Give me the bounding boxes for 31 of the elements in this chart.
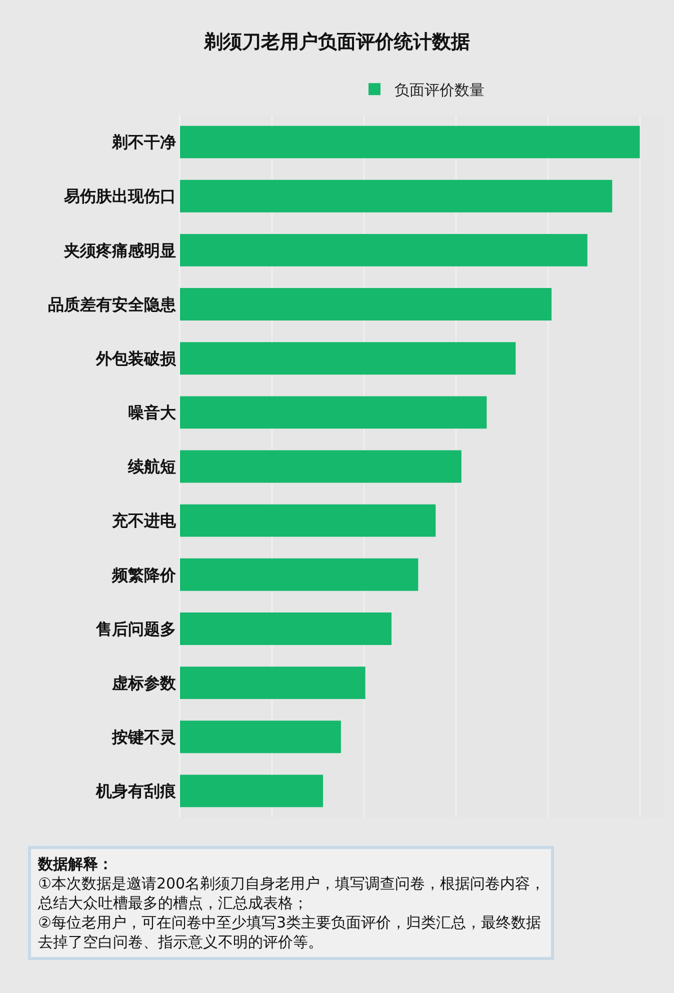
bar (180, 774, 323, 808)
y-tick-label: 剃不干净 (110, 132, 176, 152)
text: ①本次数据是邀请200名剃须刀自身老用户，填写调查问卷，根据问卷内容，总结大众吐槽最多的槽点，汇总成表格； (37, 874, 546, 912)
y-tick-label: 机身有刮痕 (94, 782, 177, 801)
bar (180, 126, 640, 158)
chart-title: 剃须刀老用户负面评价统计数据 (203, 31, 470, 54)
bar (180, 720, 341, 754)
bar (180, 666, 366, 700)
y-tick-label: 噪音大 (128, 403, 177, 422)
y-tick-label: 虚标参数 (110, 673, 177, 692)
y-tick-label: 频繁降价 (110, 565, 177, 584)
y-tick-label: 按键不灵 (110, 727, 176, 746)
y-tick-label: 外包装破损 (94, 348, 177, 368)
y-tick-label: 充不进电 (110, 511, 177, 530)
y-tick-label: 续航短 (126, 457, 176, 476)
bar (180, 612, 392, 645)
legend-label: 负面评价数量 (394, 80, 484, 99)
bar (180, 558, 418, 591)
bar (180, 234, 588, 266)
text: 数据解释： (37, 855, 113, 873)
bar (180, 180, 612, 212)
bar (180, 288, 552, 320)
bar (180, 342, 516, 375)
bar (180, 396, 487, 429)
y-tick-label: 品质差有安全隐患 (48, 294, 177, 314)
y-tick-label: 夹须疼痛感明显 (62, 240, 176, 260)
y-tick-label: 售后问题多 (94, 619, 176, 638)
bar (180, 450, 462, 483)
y-tick-label: 易伤肤出现伤口 (62, 186, 176, 206)
text: ②每位老用户，可在问卷中至少填写3类主要负面评价，归类汇总，最终数据去掉了空白问卷、指示意义不明的评价等。 (38, 914, 541, 951)
bar (180, 504, 436, 537)
